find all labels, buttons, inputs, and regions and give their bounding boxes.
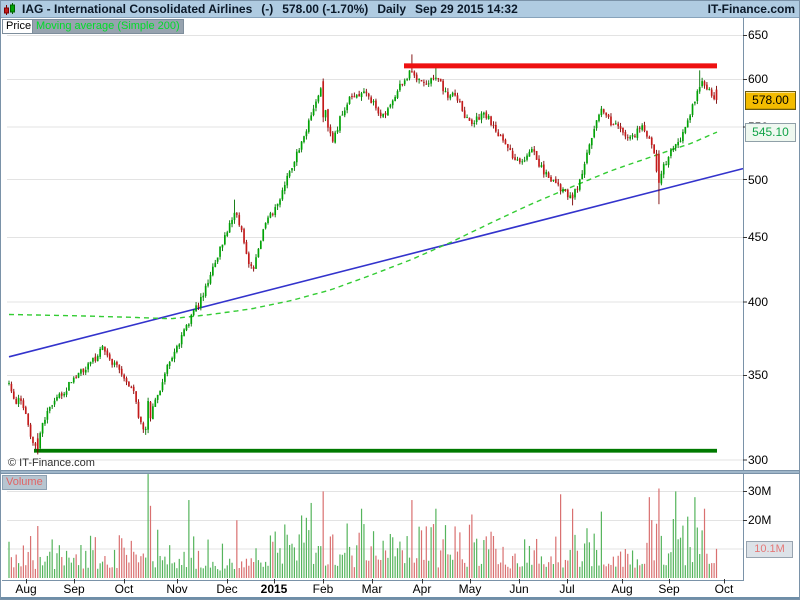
title-bar: IAG - International Consolidated Airline…: [1, 1, 799, 18]
current-volume-badge: 10.1M: [746, 541, 793, 558]
moving-average-chip[interactable]: Moving average (Simple 200): [32, 19, 184, 34]
bottom-border: [1, 597, 799, 599]
brand-logo: IT-Finance.com: [707, 2, 795, 16]
ma-value-badge: 545.10: [745, 123, 796, 142]
resistance-line: [404, 63, 717, 69]
copyright-watermark: © IT-Finance.com: [8, 457, 95, 469]
quote-datetime: Sep 29 2015 14:32: [415, 2, 518, 16]
last-price-badge: 578.00: [745, 91, 796, 110]
timeframe: Daily: [377, 2, 406, 16]
volume-pane-chip[interactable]: Volume: [2, 475, 47, 490]
last-quote: 578.00 (-1.70%): [282, 2, 369, 16]
support-line: [34, 448, 717, 453]
instrument-name: IAG - International Consolidated Airline…: [22, 2, 253, 16]
ma200-line: [8, 131, 718, 320]
candlestick-icon: [4, 2, 17, 16]
price-pane-chip[interactable]: Price: [2, 19, 36, 34]
trendline: [8, 167, 744, 358]
instrument-flag: (-): [261, 2, 274, 16]
pane-separator: [1, 470, 799, 474]
